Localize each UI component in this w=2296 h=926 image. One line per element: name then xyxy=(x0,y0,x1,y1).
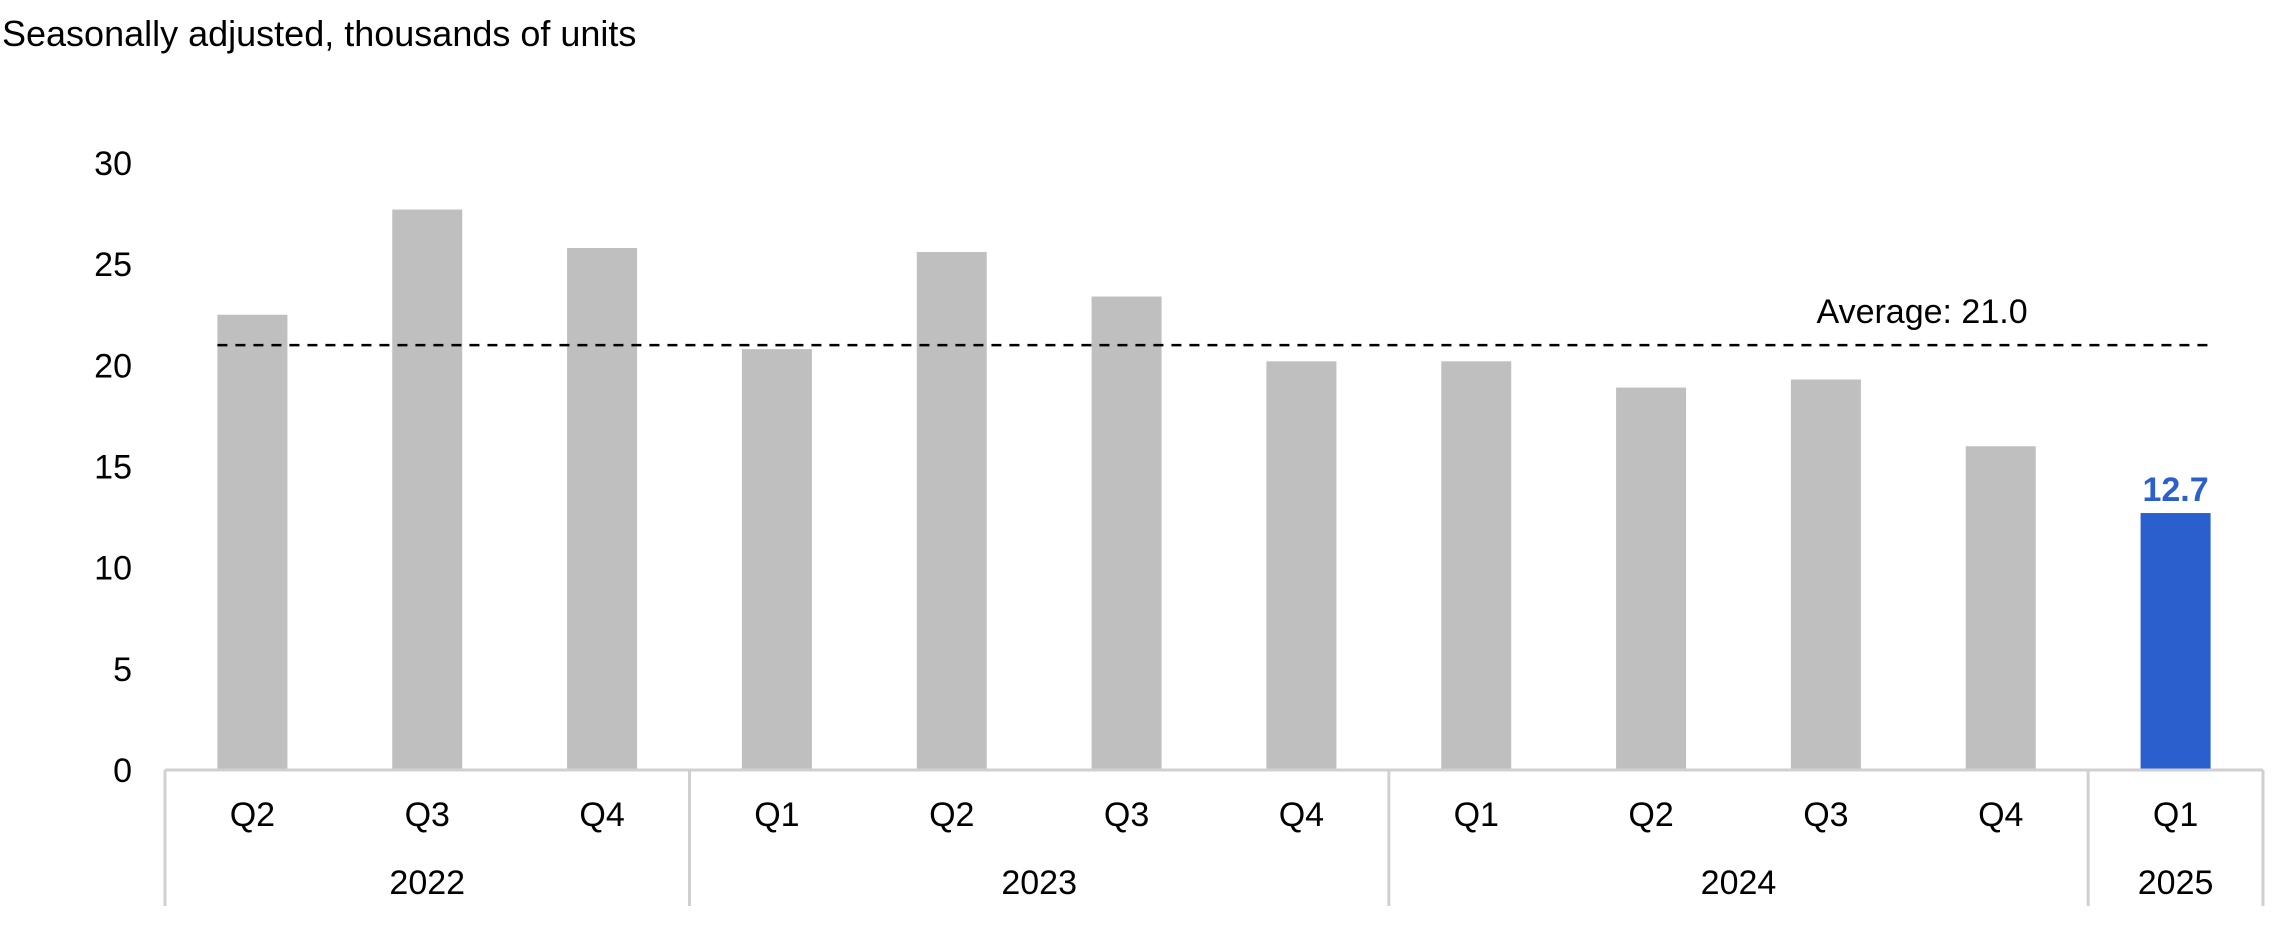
bar xyxy=(567,247,638,771)
bar-data-label: 12.7 xyxy=(2142,471,2208,509)
x-tick-label: Q2 xyxy=(929,796,974,834)
average-line-group: Average: 21.0 xyxy=(217,293,2211,347)
x-group-label: 2023 xyxy=(1001,864,1077,902)
bar xyxy=(392,209,463,770)
x-tick-label: Q2 xyxy=(230,796,275,834)
y-tick-label: 5 xyxy=(113,651,132,689)
x-tick-label: Q1 xyxy=(2153,796,2198,834)
x-tick-label: Q1 xyxy=(754,796,799,834)
y-axis-ticks: 0 5 10 15 20 25 30 xyxy=(94,145,132,790)
bar xyxy=(1616,387,1687,770)
y-tick-label: 30 xyxy=(94,145,132,183)
bar xyxy=(916,252,987,770)
chart-subtitle: Seasonally adjusted, thousands of units xyxy=(2,13,636,54)
x-group-label: 2024 xyxy=(1701,864,1777,902)
x-tick-label: Q3 xyxy=(405,796,450,834)
y-tick-label: 0 xyxy=(113,752,132,790)
x-tick-label: Q2 xyxy=(1628,796,1673,834)
x-group-label: 2025 xyxy=(2138,864,2214,902)
y-tick-label: 10 xyxy=(94,550,132,588)
x-tick-label: Q4 xyxy=(1279,796,1324,834)
x-tick-label: Q3 xyxy=(1803,796,1848,834)
bar xyxy=(741,349,812,770)
x-axis: Q2 Q3 Q4 Q1 Q2 Q3 Q4 Q1 Q2 Q3 Q4 Q1 2022 2023 2024 2025 xyxy=(163,768,2265,906)
x-tick-label: Q4 xyxy=(579,796,624,834)
x-tick-label: Q4 xyxy=(1978,796,2023,834)
bar xyxy=(1965,446,2036,770)
x-tick-label: Q3 xyxy=(1104,796,1149,834)
bar xyxy=(217,314,288,770)
bar xyxy=(1091,296,1162,770)
x-tick-label: Q1 xyxy=(1454,796,1499,834)
y-tick-label: 20 xyxy=(94,347,132,385)
bars: 12.7 xyxy=(217,209,2211,771)
bar xyxy=(1790,379,1861,770)
bar-highlight xyxy=(2140,513,2211,770)
bar xyxy=(1266,361,1337,770)
y-tick-label: 15 xyxy=(94,449,132,487)
x-group-label: 2022 xyxy=(389,864,465,902)
average-label: Average: 21.0 xyxy=(1817,293,2028,331)
y-tick-label: 25 xyxy=(94,246,132,284)
bar xyxy=(1441,361,1512,770)
